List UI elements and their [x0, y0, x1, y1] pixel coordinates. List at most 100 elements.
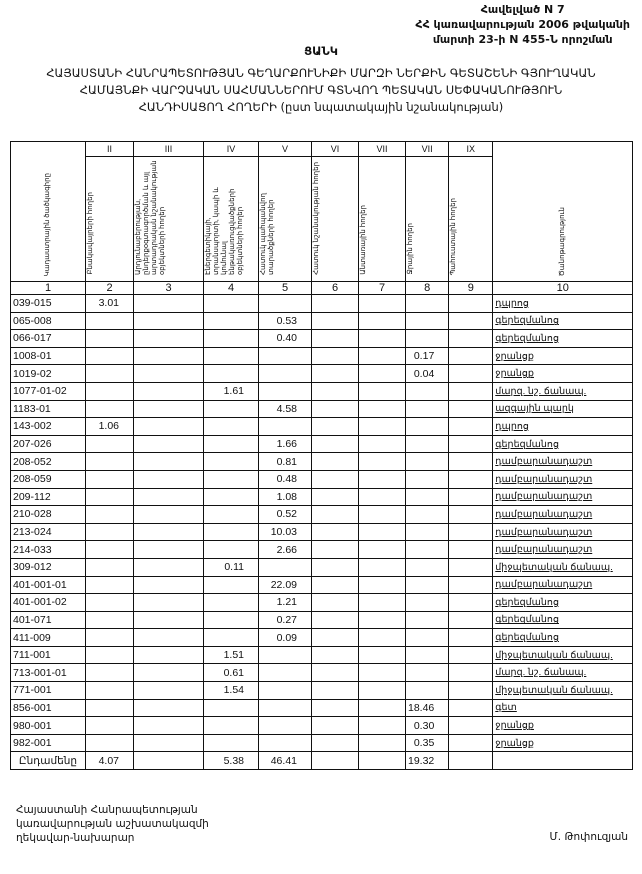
note-cell: մարզ. նշ. ճանապ. [492, 663, 634, 683]
area-cell: 1.66 [258, 434, 312, 454]
area-cell [404, 399, 450, 419]
area-cell [448, 294, 494, 313]
annex-decree: ՀՀ կառավարության 2006 թվականի [415, 18, 630, 31]
table-row: 856-001 18.46 գետ [10, 698, 634, 718]
table-row: 1183-01 4.58 ազգային պարկ [10, 399, 634, 419]
area-cell [448, 417, 494, 436]
column-index-row: 1 2 3 4 5 6 7 8 9 10 [10, 281, 634, 295]
column-header: Կադաստրային ծածկագիրը [10, 141, 86, 282]
area-cell: 0.35 [404, 733, 450, 753]
area-cell [448, 733, 494, 753]
area-cell [203, 733, 259, 753]
area-cell [358, 452, 406, 471]
cadastral-code-cell: 1019-02 [10, 364, 86, 383]
area-cell [258, 364, 312, 383]
table-row: 066-017 0.40 գերեզմանոց [10, 329, 634, 348]
cadastral-code-cell: 711-001 [10, 645, 86, 665]
area-cell [448, 381, 494, 401]
column-index-cell: 2 [85, 281, 134, 295]
area-cell [404, 505, 450, 524]
area-cell [448, 610, 494, 630]
area-cell [258, 381, 312, 401]
column-index-cell: 3 [133, 281, 204, 295]
area-cell [311, 593, 359, 612]
table-row: 401-001-01 22.09 դամբարանադաշտ [10, 575, 634, 595]
area-cell [133, 716, 204, 735]
area-cell [404, 628, 450, 647]
column-header-label: Հատուկ պահպանվող տարածքների հողեր [260, 193, 275, 275]
roman-numeral-cell: V [258, 141, 312, 157]
footer-line-3: ղեկավար-նախարար [16, 832, 135, 844]
title-line-1: ՀԱՅԱՍՏԱՆԻ ՀԱՆՐԱՊԵՏՈՒԹՅԱՆ ԳԵՂԱՐՔՈՒՆԻՔԻ ՄԱ… [46, 66, 596, 80]
title-line-3: ՀԱՆԴԻՍԱՑՈՂ ՀՈՂԵՐԻ (ըստ նպատակային նշանակ… [138, 100, 504, 114]
area-cell [85, 628, 134, 647]
area-cell [311, 294, 359, 313]
table-row: 980-001 0.30 ջրանցք [10, 716, 634, 735]
area-cell [448, 452, 494, 471]
area-cell [85, 663, 134, 683]
area-cell [133, 294, 204, 313]
column-index-cell: 1 [10, 281, 86, 295]
note-cell: դամբարանադաշտ [492, 522, 634, 542]
area-cell [85, 522, 134, 542]
note-cell: ջրանցք [492, 716, 634, 735]
area-cell [358, 628, 406, 647]
total-cell: 4.07 [85, 751, 134, 771]
area-cell [404, 487, 450, 507]
area-cell [358, 733, 406, 753]
area-cell [311, 540, 359, 559]
area-cell [133, 733, 204, 753]
area-cell [203, 346, 259, 366]
area-cell [358, 329, 406, 348]
roman-numeral-cell: II [85, 141, 134, 157]
cadastral-code-cell: 1077-01-02 [10, 381, 86, 401]
note-cell: գետ [492, 698, 634, 718]
area-cell [404, 311, 450, 331]
cadastral-code-cell: 713-001-01 [10, 663, 86, 683]
column-header: Անտառային հողեր [358, 156, 406, 282]
area-cell [133, 681, 204, 700]
area-cell [448, 645, 494, 665]
area-cell [133, 593, 204, 612]
cadastral-code-cell: 208-052 [10, 452, 86, 471]
area-cell [133, 557, 204, 577]
area-cell [203, 487, 259, 507]
cadastral-code-cell: 039-015 [10, 294, 86, 313]
note-cell: գերեզմանոց [492, 434, 634, 454]
area-cell [203, 434, 259, 454]
area-cell [203, 364, 259, 383]
area-cell [311, 505, 359, 524]
area-cell [448, 540, 494, 559]
area-cell [85, 557, 134, 577]
table-row: 401-071 0.27 գերեզմանոց [10, 610, 634, 630]
area-cell [404, 452, 450, 471]
area-cell [448, 487, 494, 507]
column-index-cell: 8 [404, 281, 450, 295]
area-cell [404, 381, 450, 401]
column-index-cell: 5 [258, 281, 312, 295]
area-cell [133, 399, 204, 419]
area-cell: 0.09 [258, 628, 312, 647]
cadastral-code-cell: 982-001 [10, 733, 86, 753]
cadastral-code-cell: 401-001-01 [10, 575, 86, 595]
note-cell: դպրոց [492, 294, 634, 313]
area-cell [448, 469, 494, 489]
roman-numeral-cell: III [133, 141, 204, 157]
cadastral-code-cell: 207-026 [10, 434, 86, 454]
area-cell [311, 487, 359, 507]
area-cell: 1.21 [258, 593, 312, 612]
area-cell: 0.61 [203, 663, 259, 683]
area-cell [358, 487, 406, 507]
area-cell [358, 645, 406, 665]
area-cell [448, 364, 494, 383]
total-cell [311, 751, 359, 771]
area-cell [133, 522, 204, 542]
area-cell [133, 575, 204, 595]
table-row: 207-026 1.66 գերեզմանոց [10, 434, 634, 454]
column-header-label: Բնակավայրերի հողեր [87, 192, 94, 275]
area-cell [85, 575, 134, 595]
area-cell [311, 663, 359, 683]
title-line-2: ՀԱՄԱՅՆՔԻ ՎԱՐՉԱԿԱՆ ՍԱՀՄԱՆՆԵՐՈՒՄ ԳՏՆՎՈՂ ՊԵ… [79, 83, 563, 97]
area-cell: 0.27 [258, 610, 312, 630]
area-cell [358, 505, 406, 524]
